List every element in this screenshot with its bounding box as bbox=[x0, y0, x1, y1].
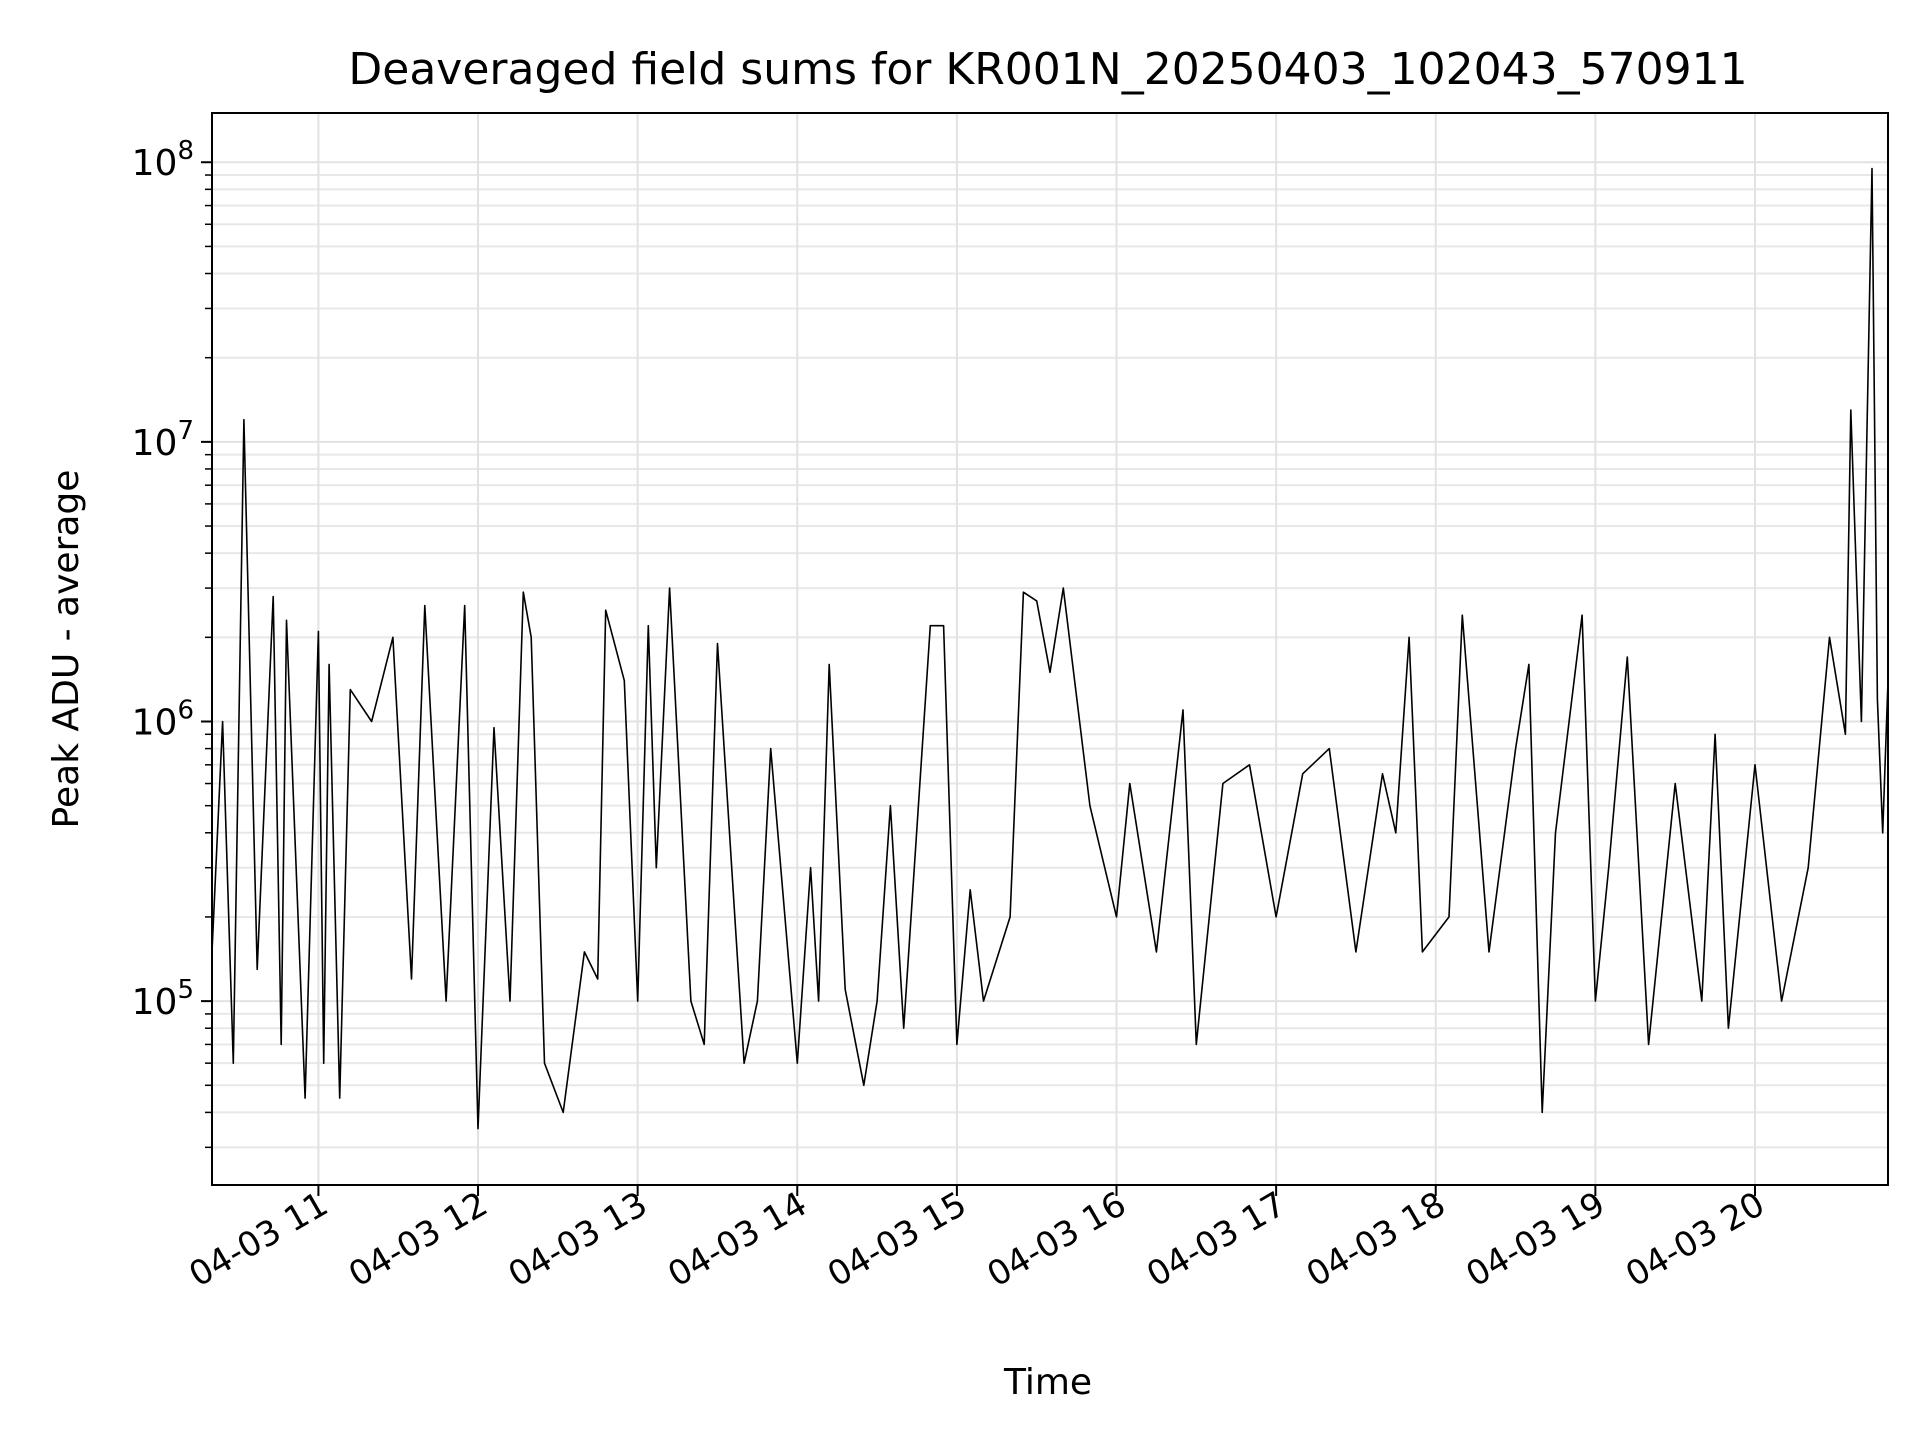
plot-series bbox=[211, 167, 1889, 1130]
x-axis-label: Time bbox=[1003, 1362, 1092, 1403]
y-axis-label: Peak ADU - average bbox=[46, 470, 87, 829]
y-tick-labels: 105 106 107 108 bbox=[132, 136, 194, 1023]
chart-title: Deaveraged field sums for KR001N_2025040… bbox=[348, 44, 1747, 95]
y-tick-label: 108 bbox=[132, 136, 194, 184]
y-tick-label: 106 bbox=[132, 695, 194, 743]
y-tick-label: 105 bbox=[132, 975, 194, 1023]
grid bbox=[212, 113, 1888, 1185]
data-series-line bbox=[211, 167, 1889, 1130]
axis-ticks bbox=[201, 161, 1756, 1196]
plot-frame bbox=[211, 112, 1889, 1186]
y-tick-label: 107 bbox=[132, 416, 194, 464]
